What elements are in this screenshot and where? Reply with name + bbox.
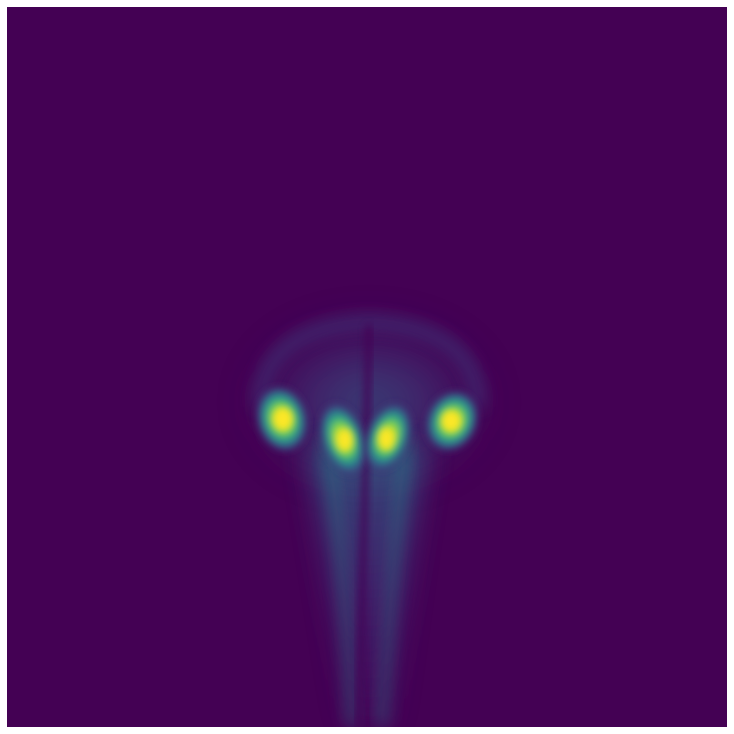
lobe-1-core	[274, 408, 292, 430]
central-seam	[356, 324, 372, 727]
intensity-image-svg	[7, 7, 727, 727]
intensity-image	[7, 7, 727, 727]
tail-streak-right	[378, 436, 411, 727]
lobe-2-core	[338, 429, 352, 451]
lobe-3-core	[379, 428, 393, 450]
beam-arc	[254, 316, 484, 408]
lobe-4-core	[442, 411, 460, 431]
tail-streak-left	[321, 436, 356, 727]
